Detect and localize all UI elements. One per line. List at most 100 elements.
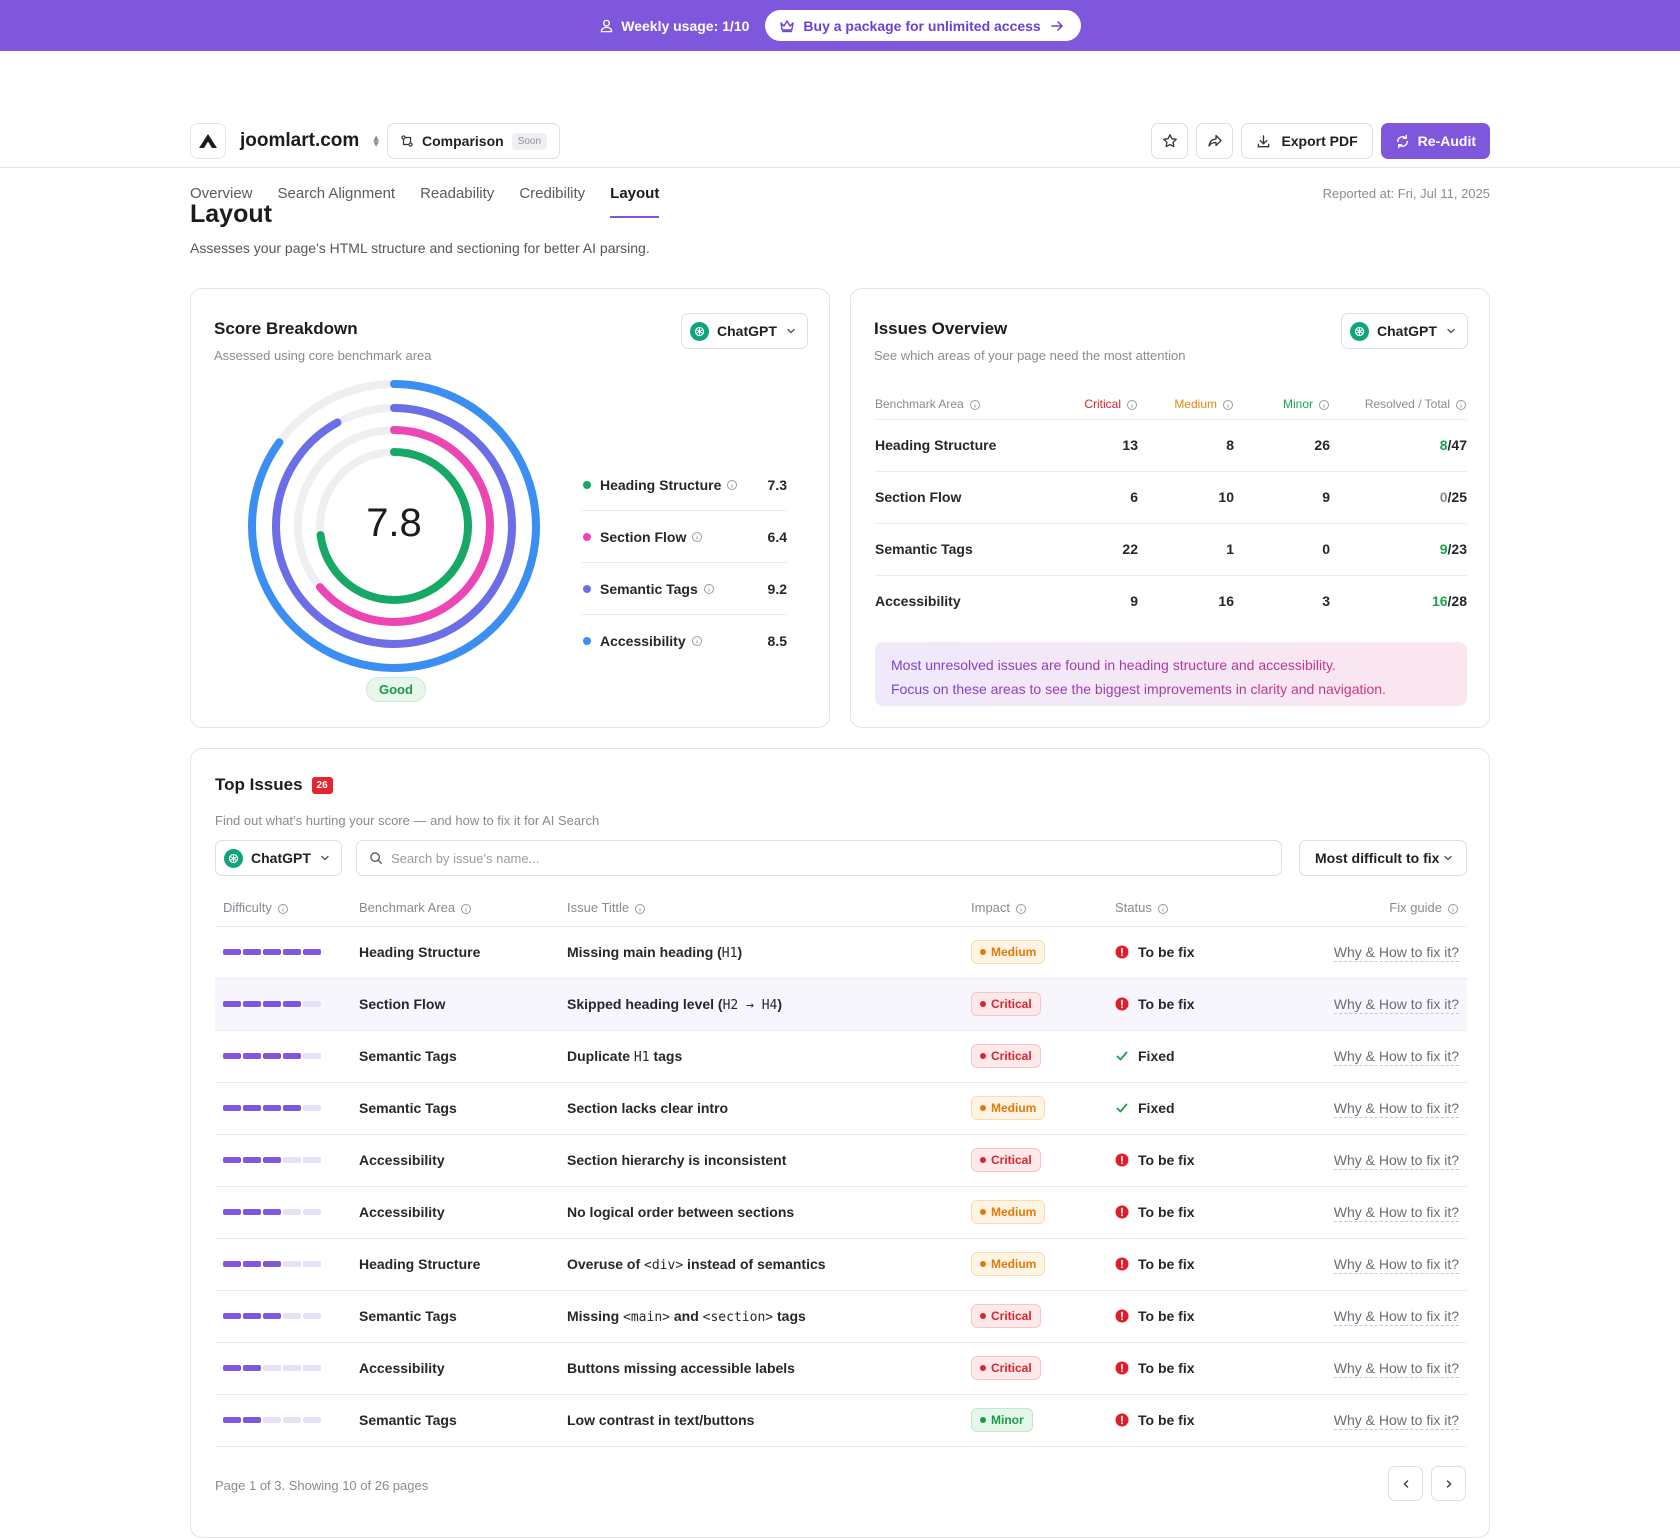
site-selector[interactable]: joomlart.com ▴ ▾ (190, 123, 379, 159)
difficulty-segment (283, 1001, 301, 1007)
col-benchmark-area[interactable]: Benchmark Area (359, 890, 567, 927)
info-icon (727, 479, 738, 490)
fix-guide-link[interactable]: Why & How to fix it? (1333, 996, 1459, 1014)
fix-guide-cell: Why & How to fix it? (1315, 926, 1467, 979)
chevron-down-icon (1447, 328, 1455, 334)
issue-area: Accessibility (359, 1134, 567, 1187)
legend-dot (583, 637, 591, 645)
col-critical: Critical (1055, 389, 1138, 420)
impact-label: Medium (991, 1257, 1037, 1271)
overview-medium: 1 (1138, 523, 1234, 576)
issue-title: Duplicate H1 tags (567, 1030, 971, 1083)
refresh-icon (1396, 134, 1408, 148)
tab-layout[interactable]: Layout (610, 176, 660, 218)
fix-guide-link[interactable]: Why & How to fix it? (1333, 1100, 1459, 1118)
next-page-button[interactable] (1431, 1466, 1466, 1501)
impact-dot (980, 1001, 986, 1007)
difficulty-cell (215, 1342, 359, 1395)
fix-guide-link[interactable]: Why & How to fix it? (1333, 1256, 1459, 1274)
impact-dot (980, 1157, 986, 1163)
col-impact[interactable]: Impact (971, 890, 1115, 927)
legend-label: Section Flow (600, 528, 687, 545)
issue-search-box[interactable] (356, 840, 1282, 876)
issue-row[interactable]: Accessibility Buttons missing accessible … (215, 1342, 1467, 1395)
fix-guide-link[interactable]: Why & How to fix it? (1333, 1048, 1459, 1066)
info-icon (703, 583, 714, 594)
difficulty-segment (243, 949, 261, 955)
col-difficulty[interactable]: Difficulty (215, 890, 359, 927)
arrow-right-icon (1050, 20, 1063, 31)
favorite-button[interactable] (1151, 123, 1189, 159)
re-audit-button[interactable]: Re-Audit (1380, 123, 1490, 159)
issues-model-select[interactable]: ChatGPT (215, 840, 342, 876)
issue-row[interactable]: Semantic Tags Section lacks clear intro Me… (215, 1082, 1467, 1135)
title-text: Buttons missing accessible labels (567, 1360, 795, 1376)
score-model-select[interactable]: ChatGPT (681, 313, 808, 349)
chevron-down-icon (1444, 855, 1452, 861)
fix-guide-link[interactable]: Why & How to fix it? (1333, 1360, 1459, 1378)
usage-banner: Weekly usage: 1/10 Buy a package for unl… (0, 0, 1680, 51)
difficulty-cell (215, 1082, 359, 1135)
fix-guide-cell: Why & How to fix it? (1315, 1342, 1467, 1395)
difficulty-cell (215, 1290, 359, 1343)
tab-overview[interactable]: Overview (190, 185, 253, 202)
issue-row[interactable]: Semantic Tags Duplicate H1 tags Critical Fi… (215, 1030, 1467, 1083)
issue-row[interactable]: Semantic Tags Low contrast in text/button… (215, 1394, 1467, 1447)
col-fix-guide[interactable]: Fix guide (1315, 890, 1467, 927)
overview-model-select[interactable]: ChatGPT (1341, 313, 1468, 349)
issue-row[interactable]: Accessibility No logical order between se… (215, 1186, 1467, 1239)
comparison-label: Comparison (422, 133, 504, 149)
chatgpt-logo-icon (224, 848, 243, 868)
overview-model-label: ChatGPT (1377, 323, 1437, 339)
issue-row[interactable]: Heading Structure Overuse of <div> instea… (215, 1238, 1467, 1291)
legend-label: Heading Structure (600, 476, 722, 493)
fix-guide-link[interactable]: Why & How to fix it? (1333, 1204, 1459, 1222)
top-issues-card: Top Issues 26 Find out what’s hurting yo… (190, 748, 1490, 1538)
impact-label: Medium (991, 945, 1037, 959)
tab-readability[interactable]: Readability (420, 185, 495, 202)
overview-critical: 9 (1130, 593, 1138, 610)
impact-cell: Critical (971, 978, 1115, 1031)
title-text: tags (773, 1307, 806, 1324)
fix-guide-link[interactable]: Why & How to fix it? (1333, 1152, 1459, 1170)
difficulty-bar (223, 949, 359, 955)
issue-search-input[interactable] (391, 850, 1269, 866)
col-issue-title[interactable]: Issue Tittle (567, 890, 971, 927)
info-icon (691, 636, 702, 646)
col-status[interactable]: Status (1115, 890, 1315, 927)
issue-row[interactable]: Semantic Tags Missing <main> and <section… (215, 1290, 1467, 1343)
download-icon (1258, 134, 1270, 147)
difficulty-segment (223, 1105, 241, 1111)
legend-value: 8.5 (767, 633, 787, 649)
difficulty-segment (263, 1313, 281, 1319)
difficulty-segment (223, 1157, 241, 1163)
share-button[interactable] (1196, 123, 1234, 159)
issue-row[interactable]: Section Flow Skipped heading level (H2 → … (215, 978, 1467, 1031)
fix-guide-link[interactable]: Why & How to fix it? (1333, 944, 1459, 962)
issue-title: Skipped heading level (H2 → H4) (567, 978, 971, 1031)
export-pdf-button[interactable]: Export PDF (1241, 123, 1373, 159)
impact-badge: Critical (971, 1356, 1041, 1380)
soon-badge: Soon (511, 132, 548, 150)
export-pdf-label: Export PDF (1281, 133, 1358, 149)
difficulty-segment (303, 1313, 321, 1319)
impact-cell: Medium (971, 1186, 1115, 1239)
prev-page-button[interactable] (1388, 1466, 1423, 1501)
status-cell: To be fix (1115, 978, 1315, 1031)
tab-bar: Overview Search Alignment Readability Credi… (190, 176, 660, 218)
buy-package-button[interactable]: Buy a package for unlimited access (765, 10, 1081, 41)
impact-badge: Minor (971, 1408, 1033, 1432)
status-label: To be fix (1138, 1204, 1195, 1220)
difficulty-segment (303, 1365, 321, 1371)
tab-credibility[interactable]: Credibility (519, 185, 586, 202)
col-medium: Medium (1138, 389, 1234, 420)
difficulty-segment (303, 1417, 321, 1423)
fix-guide-link[interactable]: Why & How to fix it? (1333, 1412, 1459, 1430)
tab-search-alignment[interactable]: Search Alignment (277, 185, 396, 202)
sort-select[interactable]: Most difficult to fix (1299, 840, 1467, 876)
fix-guide-link[interactable]: Why & How to fix it? (1333, 1308, 1459, 1326)
comparison-button[interactable]: Comparison Soon (387, 123, 561, 159)
issue-row[interactable]: Accessibility Section hierarchy is incons… (215, 1134, 1467, 1187)
difficulty-cell (215, 1238, 359, 1291)
issue-row[interactable]: Heading Structure Missing main heading (H… (215, 926, 1467, 979)
